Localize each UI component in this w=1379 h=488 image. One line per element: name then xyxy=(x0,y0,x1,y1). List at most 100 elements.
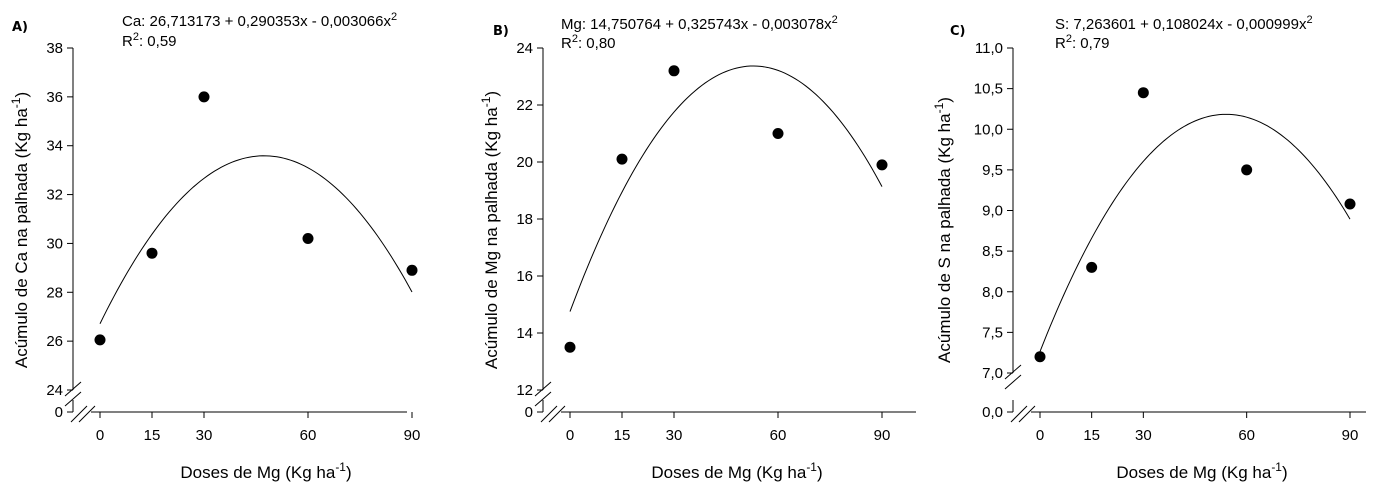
regression-equation-exponent: 2 xyxy=(1306,14,1312,26)
fitted-curve xyxy=(99,155,413,324)
y-axis-break-mark xyxy=(534,391,552,407)
y-break-tick-label: 0 xyxy=(55,404,63,421)
data-point xyxy=(616,153,628,165)
y-tick-label: 8,5 xyxy=(982,243,1003,260)
data-point xyxy=(668,65,680,77)
x-axis-title-exponent: -1 xyxy=(1271,460,1282,474)
x-axis-title-end: ) xyxy=(817,463,823,482)
data-point xyxy=(302,233,314,245)
y-axis-break-mark xyxy=(64,381,82,397)
x-axis-break-mark xyxy=(540,405,558,423)
r-squared-symbol: R xyxy=(122,33,133,50)
regression-equation-text: Mg: 14,750764 + 0,325743x - 0,003078x xyxy=(561,16,832,33)
y-tick-label: 11,0 xyxy=(975,40,1003,57)
regression-equation: S: 7,263601 + 0,108024x - 0,000999x2 xyxy=(1055,14,1313,33)
y-tick-label: 7,0 xyxy=(982,365,1003,382)
panel-label: C) xyxy=(950,24,965,39)
data-point xyxy=(198,91,210,103)
y-tick-label: 18 xyxy=(516,211,533,228)
fitted-curve xyxy=(1039,113,1351,352)
y-tick-label: 16 xyxy=(516,268,533,285)
y-tick-label: 38 xyxy=(46,40,63,57)
y-tick-label: 9,5 xyxy=(982,162,1003,179)
x-axis-title-text: Doses de Mg (Kg ha xyxy=(180,463,336,482)
y-axis-title: Acúmulo de Mg na palhada (Kg ha-1) xyxy=(479,91,501,369)
y-axis-title-exponent: -1 xyxy=(9,97,23,108)
x-axis-break-mark xyxy=(1018,405,1036,423)
y-tick-label: 10,5 xyxy=(974,81,1003,98)
x-axis-break-mark xyxy=(1010,405,1028,423)
y-tick-label: 36 xyxy=(46,89,63,106)
x-axis-title: Doses de Mg (Kg ha-1) xyxy=(651,460,822,482)
x-tick-label: 0 xyxy=(1036,427,1044,444)
x-axis-title-exponent: -1 xyxy=(806,460,817,474)
y-axis-title: Acúmulo de Ca na palhada (Kg ha-1) xyxy=(9,92,31,368)
x-tick-label: 60 xyxy=(300,427,317,444)
r-squared-symbol: R xyxy=(561,35,572,52)
x-axis-break-mark xyxy=(548,405,566,423)
regression-equation-exponent: 2 xyxy=(832,14,838,26)
x-tick-label: 15 xyxy=(144,427,161,444)
x-tick-label: 90 xyxy=(874,427,891,444)
x-tick-label: 0 xyxy=(566,427,574,444)
y-tick-label: 10,0 xyxy=(974,121,1003,138)
y-axis-break-mark xyxy=(534,381,552,397)
x-axis-title-text: Doses de Mg (Kg ha xyxy=(651,463,807,482)
r-squared-value: : 0,80 xyxy=(578,35,616,52)
r-squared-exponent: 2 xyxy=(1066,33,1072,45)
y-axis-break-mark xyxy=(1004,364,1022,380)
y-axis-title-exponent: -1 xyxy=(932,102,946,113)
x-axis-title: Doses de Mg (Kg ha-1) xyxy=(180,460,351,482)
regression-equation-text: Ca: 26,713173 + 0,290353x - 0,003066x xyxy=(122,13,391,30)
y-tick-label: 22 xyxy=(516,97,533,114)
x-tick-label: 0 xyxy=(96,427,104,444)
x-axis-title-exponent: -1 xyxy=(335,460,346,474)
data-point xyxy=(146,247,158,259)
y-axis-title-text: Acúmulo de S na palhada (Kg ha xyxy=(935,113,954,363)
r-squared-exponent: 2 xyxy=(572,33,578,45)
panel-label: B) xyxy=(493,24,509,39)
x-tick-label: 60 xyxy=(770,427,787,444)
y-tick-label: 7,5 xyxy=(982,324,1003,341)
y-break-tick-label: 0,0 xyxy=(982,404,1003,421)
x-axis-title-text: Doses de Mg (Kg ha xyxy=(1116,463,1272,482)
y-tick-label: 32 xyxy=(46,187,63,204)
data-point xyxy=(1241,164,1253,176)
data-point xyxy=(876,159,888,171)
y-axis-title-exponent: -1 xyxy=(479,96,493,107)
y-axis-title-end: ) xyxy=(12,92,31,98)
y-axis-title: Acúmulo de S na palhada (Kg ha-1) xyxy=(932,97,954,363)
y-tick-label: 24 xyxy=(516,40,533,57)
y-tick-label: 30 xyxy=(46,235,63,252)
x-tick-label: 30 xyxy=(196,427,213,444)
r-squared: R2: 0,59 xyxy=(122,31,177,50)
r-squared-value: : 0,79 xyxy=(1072,35,1110,52)
x-tick-label: 60 xyxy=(1238,427,1255,444)
y-axis-title-text: Acúmulo de Mg na palhada (Kg ha xyxy=(482,107,501,369)
r-squared: R2: 0,79 xyxy=(1055,33,1110,52)
r-squared-value: : 0,59 xyxy=(139,33,177,50)
y-break-tick-label: 0 xyxy=(525,404,533,421)
y-axis-title-text: Acúmulo de Ca na palhada (Kg ha xyxy=(12,108,31,368)
x-axis-title-end: ) xyxy=(1282,463,1288,482)
data-point xyxy=(1344,198,1356,210)
regression-equation-exponent: 2 xyxy=(391,11,397,23)
data-point xyxy=(94,334,106,346)
y-axis-break-mark xyxy=(64,391,82,407)
y-axis-break-mark xyxy=(1004,374,1022,390)
r-squared: R2: 0,80 xyxy=(561,33,616,52)
data-point xyxy=(1034,351,1046,363)
fitted-curve xyxy=(569,65,883,312)
y-tick-label: 9,0 xyxy=(982,203,1003,220)
x-tick-label: 15 xyxy=(614,427,631,444)
regression-equation: Mg: 14,750764 + 0,325743x - 0,003078x2 xyxy=(561,14,838,33)
data-point xyxy=(772,128,784,139)
x-axis-break-mark xyxy=(70,405,88,423)
x-tick-label: 90 xyxy=(1342,427,1359,444)
data-point xyxy=(406,264,418,276)
x-tick-label: 15 xyxy=(1083,427,1100,444)
r-squared-exponent: 2 xyxy=(133,31,139,43)
y-tick-label: 26 xyxy=(46,333,63,350)
